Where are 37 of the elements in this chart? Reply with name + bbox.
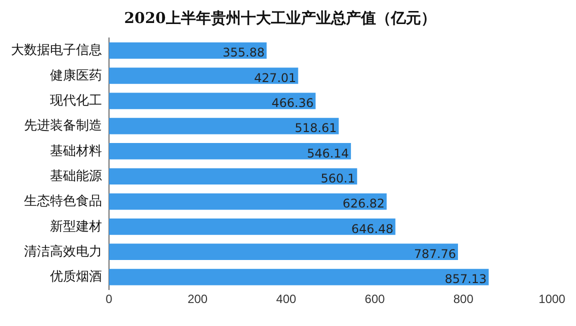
y-tick-label: 现代化工	[50, 92, 102, 108]
bar	[109, 118, 339, 134]
x-tick-label: 1000	[538, 292, 566, 306]
data-label: 355.88	[222, 46, 265, 60]
bar	[109, 193, 387, 210]
data-label: 787.76	[414, 246, 456, 261]
x-tick-label: 600	[364, 292, 386, 306]
bar	[109, 268, 489, 286]
data-label: 560.1	[320, 172, 356, 186]
bar	[109, 244, 458, 260]
y-tick-label: 优质烟酒	[50, 268, 102, 284]
bar	[109, 168, 358, 185]
y-tick-label: 清洁高效电力	[24, 243, 102, 258]
x-tick-label: 0	[106, 292, 113, 306]
y-tick-label: 基础能源	[50, 168, 102, 183]
x-tick-label: 800	[453, 292, 474, 306]
y-tick-label: 基础材料	[50, 142, 102, 158]
data-label: 518.61	[294, 121, 337, 136]
bar	[109, 218, 396, 235]
data-label: 646.48	[351, 222, 394, 236]
data-label: 626.82	[342, 196, 385, 211]
bar	[109, 143, 351, 160]
data-label: 466.36	[272, 96, 314, 110]
bar	[109, 42, 267, 59]
bar	[109, 92, 316, 110]
x-tick-label: 400	[276, 292, 297, 306]
data-label: 427.01	[254, 70, 296, 85]
y-tick-label: 大数据电子信息	[11, 42, 102, 58]
data-label: 857.13	[444, 272, 487, 286]
y-tick-label: 健康医药	[50, 67, 102, 82]
y-tick-label: 新型建材	[50, 218, 102, 234]
bar	[109, 68, 298, 84]
y-tick-label: 生态特色食品	[24, 193, 102, 208]
chart-title: 2020上半年贵州十大工业产业总产值（亿元）	[124, 8, 436, 27]
x-tick-label: 200	[188, 292, 208, 306]
data-label: 546.14	[306, 146, 349, 160]
y-tick-label: 先进装备制造	[24, 118, 102, 133]
